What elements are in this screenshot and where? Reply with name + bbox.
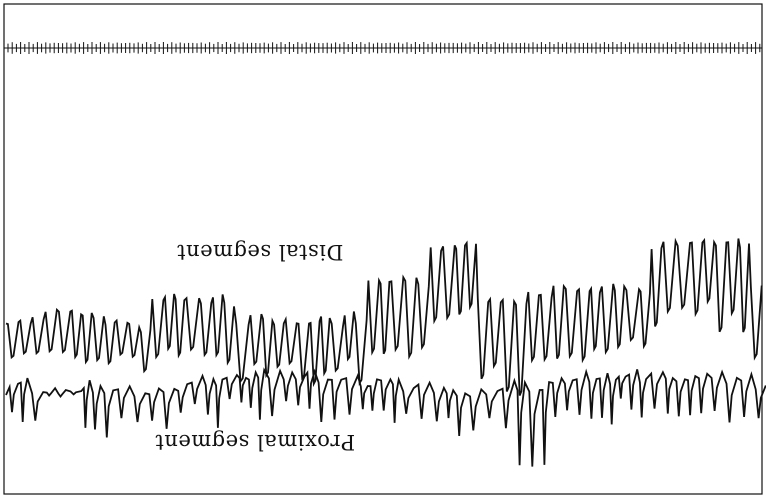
proximal-segment-label: Proximal segment <box>154 430 356 454</box>
distal-segment-label: Distal segment <box>176 240 344 264</box>
proximal-segment-trace <box>5 367 766 467</box>
distal-segment-trace <box>5 237 763 396</box>
time-marker-ticks <box>7 42 761 54</box>
figure-frame <box>3 3 763 495</box>
